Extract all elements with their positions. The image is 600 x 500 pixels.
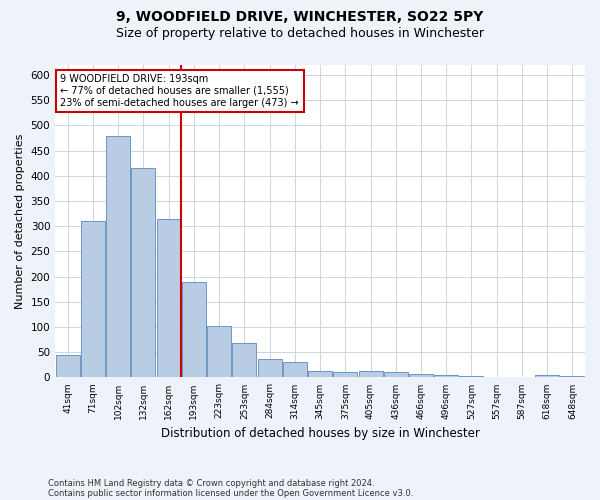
Bar	[384, 372, 408, 378]
Bar	[535, 376, 559, 378]
Bar	[131, 168, 155, 378]
Bar	[106, 136, 130, 378]
Bar	[207, 326, 231, 378]
Text: Contains public sector information licensed under the Open Government Licence v3: Contains public sector information licen…	[48, 488, 413, 498]
Bar	[182, 282, 206, 378]
Bar	[232, 343, 256, 378]
Bar	[257, 359, 281, 378]
Bar	[283, 362, 307, 378]
Bar	[359, 371, 383, 378]
Bar	[157, 218, 181, 378]
X-axis label: Distribution of detached houses by size in Winchester: Distribution of detached houses by size …	[161, 427, 479, 440]
Bar	[409, 374, 433, 378]
Y-axis label: Number of detached properties: Number of detached properties	[15, 134, 25, 309]
Bar	[308, 371, 332, 378]
Text: Contains HM Land Registry data © Crown copyright and database right 2024.: Contains HM Land Registry data © Crown c…	[48, 478, 374, 488]
Bar	[81, 221, 105, 378]
Text: Size of property relative to detached houses in Winchester: Size of property relative to detached ho…	[116, 28, 484, 40]
Text: 9 WOODFIELD DRIVE: 193sqm
← 77% of detached houses are smaller (1,555)
23% of se: 9 WOODFIELD DRIVE: 193sqm ← 77% of detac…	[61, 74, 299, 108]
Text: 9, WOODFIELD DRIVE, WINCHESTER, SO22 5PY: 9, WOODFIELD DRIVE, WINCHESTER, SO22 5PY	[116, 10, 484, 24]
Bar	[434, 376, 458, 378]
Bar	[560, 376, 584, 378]
Bar	[56, 355, 80, 378]
Bar	[334, 372, 357, 378]
Bar	[460, 376, 484, 378]
